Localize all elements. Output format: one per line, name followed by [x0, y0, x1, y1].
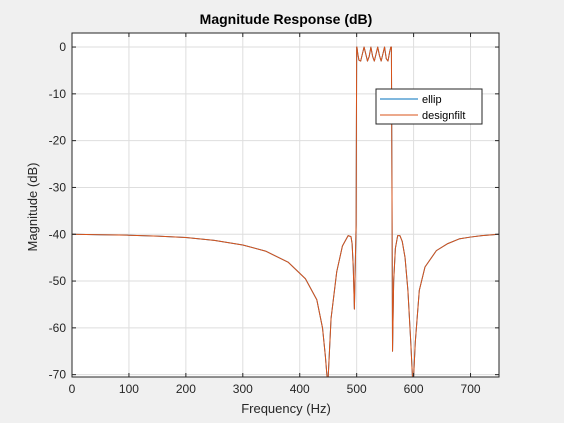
tick-marks — [71, 33, 499, 377]
axes-background — [72, 33, 499, 377]
legend-box — [375, 88, 483, 125]
chart-title: Magnitude Response (dB) — [200, 11, 373, 27]
y-tick-label: -60 — [49, 321, 67, 335]
axes-box — [71, 32, 500, 378]
x-tick-label: 700 — [461, 382, 481, 396]
x-tick-label: 400 — [290, 382, 310, 396]
y-tick-label: -20 — [49, 134, 67, 148]
x-tick-labels: 0 100 200 300 400 500 600 700 — [69, 382, 481, 396]
legend: ellip designfilt — [375, 88, 483, 125]
x-tick-label: 100 — [119, 382, 139, 396]
y-tick-label: 0 — [59, 40, 66, 54]
y-tick-label: -10 — [49, 87, 67, 101]
legend-label-ellip: ellip — [422, 94, 442, 106]
x-tick-label: 300 — [233, 382, 253, 396]
x-tick-label: 500 — [347, 382, 367, 396]
legend-label-designfilt: designfilt — [422, 110, 465, 122]
y-tick-label: -50 — [49, 274, 67, 288]
y-tick-label: -70 — [49, 368, 67, 382]
plot-area — [72, 46, 499, 377]
y-tick-label: -40 — [49, 227, 67, 241]
x-tick-label: 0 — [69, 382, 76, 396]
x-tick-label: 600 — [404, 382, 424, 396]
y-axis-label: Magnitude (dB) — [25, 163, 40, 252]
y-tick-labels: 0 -10 -20 -30 -40 -50 -60 -70 — [49, 40, 67, 382]
x-tick-label: 200 — [176, 382, 196, 396]
series-line-designfilt — [72, 46, 499, 377]
y-tick-label: -30 — [49, 180, 67, 194]
x-axis-label: Frequency (Hz) — [241, 401, 331, 416]
